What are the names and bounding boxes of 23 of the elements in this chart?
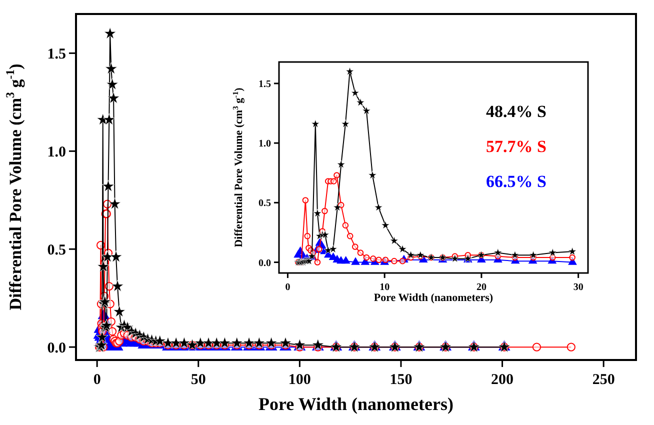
x-tick-label: 150 — [390, 372, 412, 388]
x-tick-label: 200 — [491, 372, 514, 388]
y-tick-label: 0.0 — [258, 258, 271, 269]
x-tick-label: 250 — [592, 372, 615, 388]
y-tick-label: 1.0 — [47, 144, 66, 160]
y-tick-label: 0.0 — [47, 340, 66, 356]
x-tick-label: 10 — [380, 282, 390, 293]
y-tick-label: 0.5 — [258, 198, 271, 210]
text: 48.4% S — [486, 102, 546, 121]
x-tick-label: 100 — [288, 372, 311, 388]
y-tick-label: 1.5 — [258, 78, 271, 90]
x-tick-label: 0 — [93, 372, 101, 388]
x-axis-title: Pore Width (nanometers) — [374, 292, 494, 304]
x-axis-title: Pore Width (nanometers) — [258, 394, 454, 414]
text: 57.7% S — [486, 137, 546, 156]
y-tick-label: 0.5 — [47, 242, 66, 258]
y-tick-label: 1.5 — [47, 46, 66, 62]
x-tick-label: 0 — [285, 282, 290, 293]
y-tick-label: 1.0 — [258, 138, 271, 150]
text: 66.5% S — [486, 172, 546, 191]
x-tick-label: 20 — [476, 282, 486, 293]
x-tick-label: 30 — [573, 282, 584, 293]
x-tick-label: 50 — [190, 372, 206, 388]
